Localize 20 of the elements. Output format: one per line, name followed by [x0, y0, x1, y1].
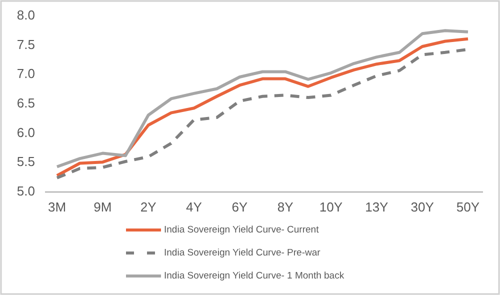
y-tick-label: 5.5 [16, 154, 35, 170]
x-tick-label: 30Y [410, 199, 434, 214]
y-tick-label: 7.0 [16, 66, 35, 82]
x-tick-label: 6Y [232, 199, 248, 214]
y-tick-label: 7.5 [16, 36, 35, 52]
legend-label: India Sovereign Yield Curve- Pre-war [164, 248, 320, 259]
x-tick-label: 50Y [456, 199, 480, 214]
x-tick-label: 10Y [319, 199, 343, 214]
legend-label: India Sovereign Yield Curve- Current [164, 224, 320, 236]
x-tick-label: 8Y [277, 199, 294, 214]
x-tick-label: 13Y [365, 199, 389, 214]
x-tick-label: 3M [48, 199, 66, 214]
y-tick-label: 6.5 [16, 95, 35, 110]
y-tick-label: 5.0 [16, 183, 35, 198]
y-tick-label: 8.0 [16, 7, 35, 22]
x-tick-label: 4Y [186, 199, 202, 214]
legend-label: India Sovereign Yield Curve- 1 Month back [164, 270, 344, 282]
x-tick-label: 9M [94, 199, 112, 214]
y-tick-label: 6.0 [16, 124, 35, 140]
x-tick-label: 2Y [140, 199, 157, 214]
